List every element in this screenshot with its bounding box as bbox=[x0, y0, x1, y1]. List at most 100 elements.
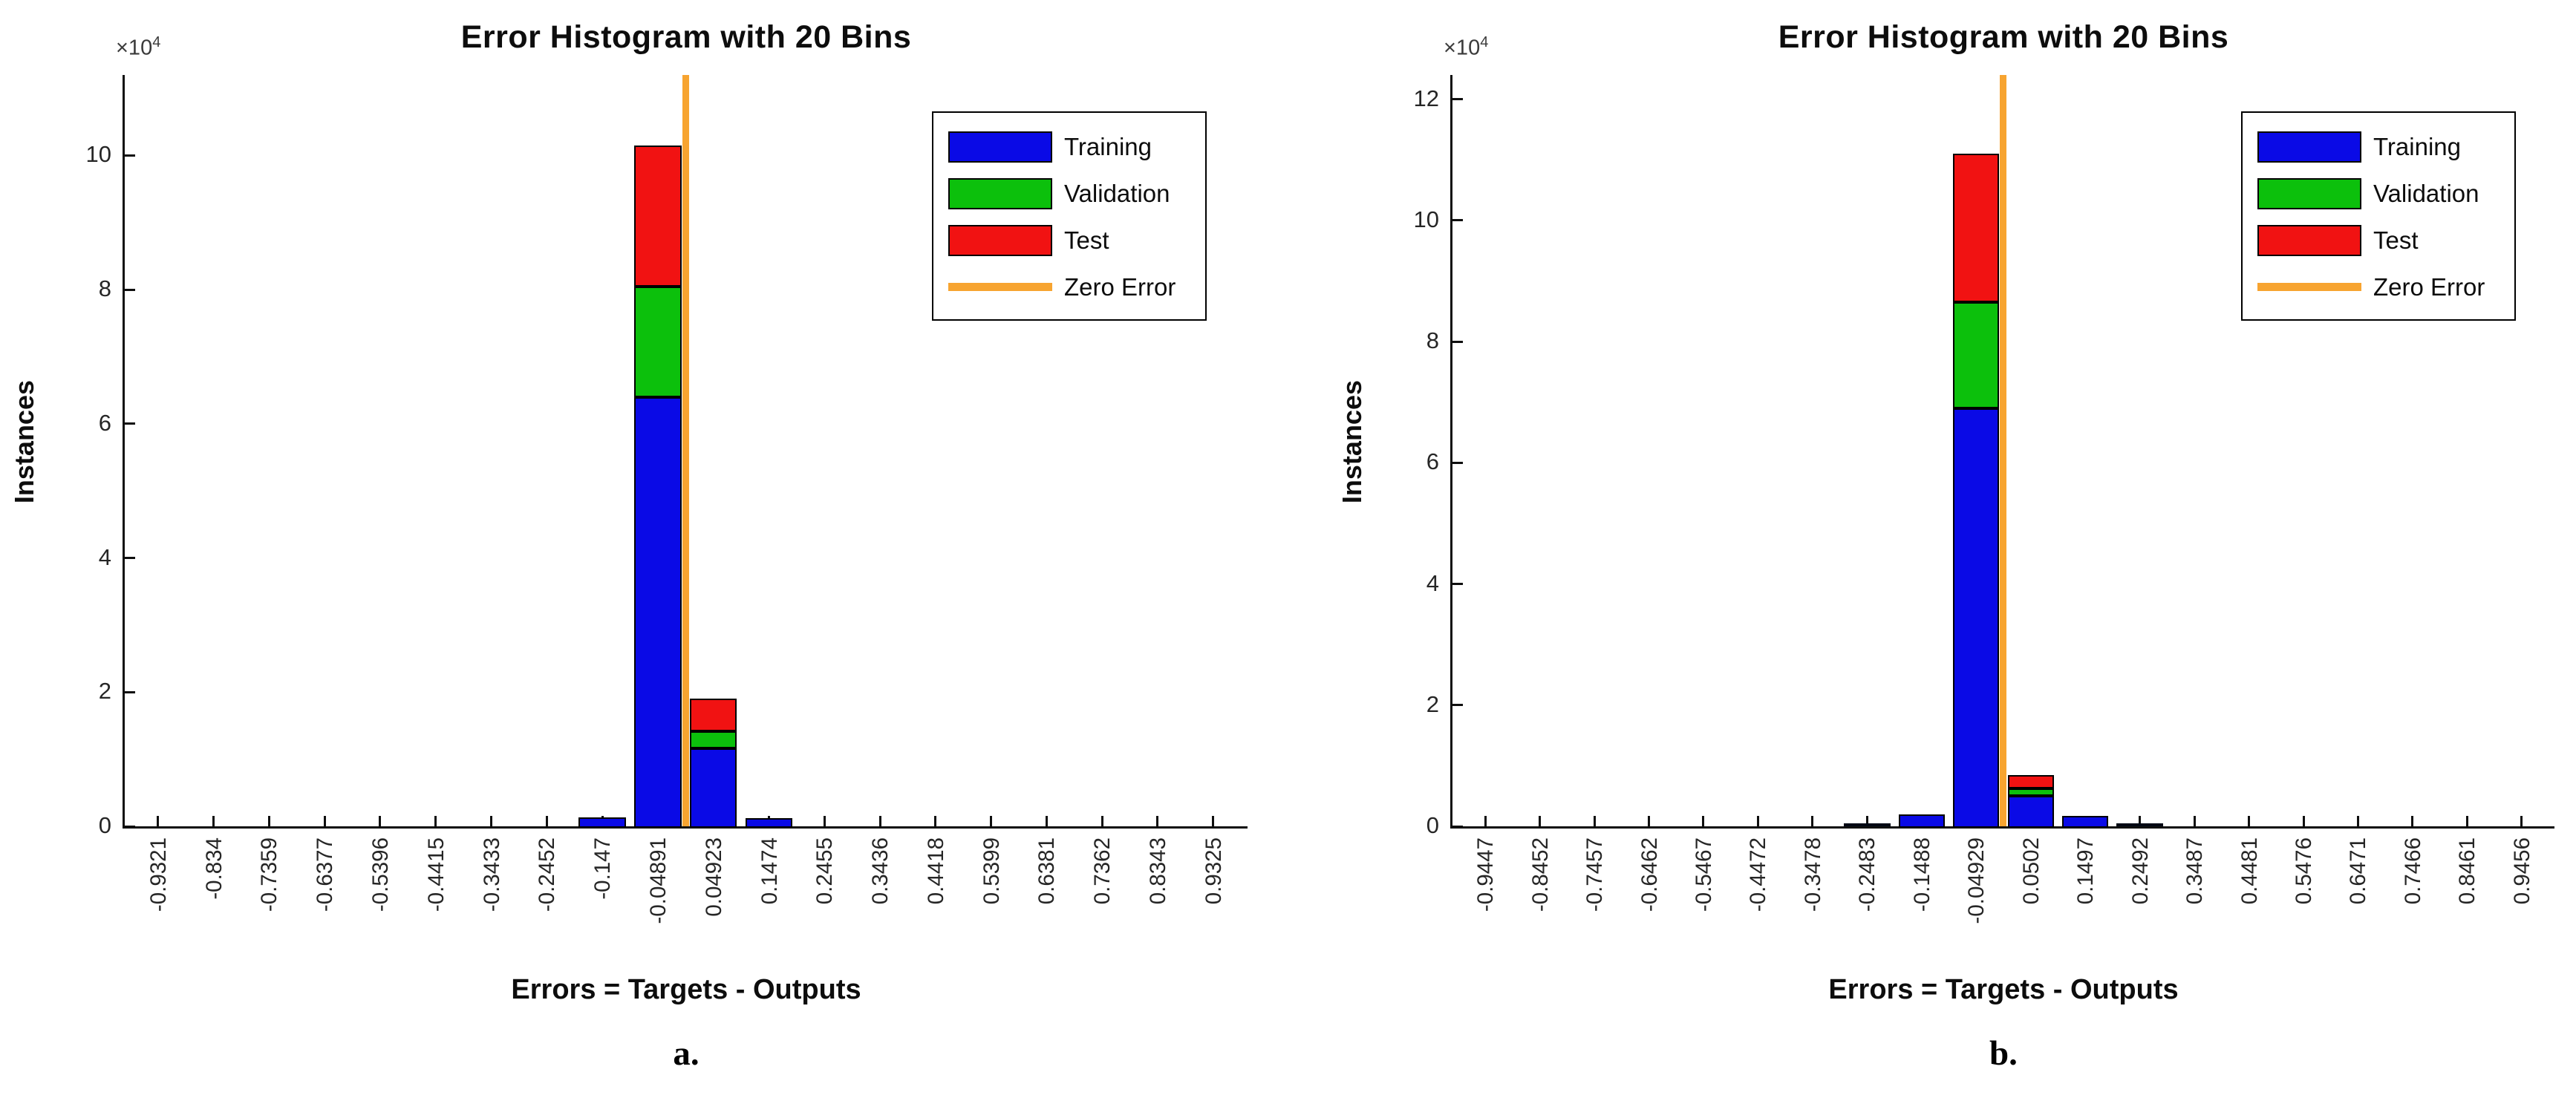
x-tick-label: -0.9321 bbox=[146, 837, 171, 912]
y-tick-label: 10 bbox=[1413, 206, 1439, 232]
x-tick bbox=[490, 816, 493, 826]
x-tick-label: -0.7359 bbox=[257, 837, 282, 912]
y-tick bbox=[1452, 340, 1463, 343]
x-tick-label: 0.3487 bbox=[2182, 837, 2208, 905]
y-tick bbox=[125, 557, 135, 560]
legend-item-test: Test bbox=[2257, 217, 2514, 264]
y-tick bbox=[125, 690, 135, 693]
x-axis-line bbox=[1450, 826, 2554, 829]
x-tick bbox=[1539, 816, 1542, 826]
bar-segment bbox=[2007, 796, 2054, 828]
y-tick bbox=[125, 825, 135, 828]
x-tick bbox=[1100, 816, 1103, 826]
x-tick-label: 0.9325 bbox=[1201, 837, 1226, 905]
x-tick bbox=[990, 816, 993, 826]
zero-error-line-icon bbox=[948, 283, 1052, 291]
x-tick-label: 0.5476 bbox=[2292, 837, 2317, 905]
x-tick bbox=[1865, 816, 1868, 826]
legend-label: Test bbox=[1064, 226, 1109, 254]
test-swatch-icon bbox=[948, 224, 1052, 256]
x-tick bbox=[1045, 816, 1048, 826]
y-tick-label: 8 bbox=[98, 275, 111, 302]
legend: Training Validation Test Zero Error bbox=[932, 111, 1207, 321]
y-axis-line bbox=[1450, 75, 1452, 829]
x-axis-label: Errors = Targets - Outputs bbox=[1828, 974, 2179, 1005]
x-tick bbox=[2248, 816, 2251, 826]
x-tick-label: 0.7362 bbox=[1090, 837, 1115, 905]
validation-swatch-icon bbox=[2257, 177, 2361, 209]
x-tick-label: -0.9447 bbox=[1473, 837, 1499, 912]
x-tick-label: -0.1488 bbox=[1909, 837, 1934, 912]
legend-label: Zero Error bbox=[1064, 272, 1176, 301]
y-axis-label: Instances bbox=[1337, 380, 1367, 504]
x-tick-label: 0.2455 bbox=[812, 837, 838, 905]
x-tick-label: -0.6377 bbox=[313, 837, 338, 912]
bar-segment bbox=[1953, 302, 2000, 408]
chart-title: Error Histogram with 20 Bins bbox=[460, 19, 912, 55]
y-tick-label: 6 bbox=[98, 409, 111, 436]
y-tick-label: 0 bbox=[98, 812, 111, 838]
bar-segment bbox=[1953, 154, 2000, 303]
x-tick bbox=[1702, 816, 1705, 826]
x-tick-label: -0.2452 bbox=[535, 837, 560, 912]
y-tick-label: 4 bbox=[98, 543, 111, 570]
validation-swatch-icon bbox=[948, 177, 1052, 209]
x-tick bbox=[2139, 816, 2142, 826]
x-tick-label: -0.5467 bbox=[1691, 837, 1716, 912]
x-tick-label: 0.9456 bbox=[2509, 837, 2534, 905]
y-axis-line bbox=[123, 75, 125, 829]
x-tick bbox=[2465, 816, 2468, 826]
y-tick-label: 12 bbox=[1413, 85, 1439, 111]
y-tick-label: 2 bbox=[1426, 690, 1439, 717]
bar-segment bbox=[1844, 823, 1891, 826]
legend-item-training: Training bbox=[948, 123, 1205, 170]
x-tick bbox=[267, 816, 270, 826]
x-tick-label: -0.04929 bbox=[1964, 837, 1989, 924]
legend: Training Validation Test Zero Error bbox=[2241, 111, 2516, 321]
legend-item-validation: Validation bbox=[948, 170, 1205, 217]
legend-item-test: Test bbox=[948, 217, 1205, 264]
x-tick-label: 0.8343 bbox=[1145, 837, 1170, 905]
x-tick-label: -0.7457 bbox=[1582, 837, 1608, 912]
bar-segment bbox=[689, 748, 737, 828]
legend-item-training: Training bbox=[2257, 123, 2514, 170]
y-axis-exponent: ×104 bbox=[1444, 34, 1488, 61]
legend-label: Training bbox=[1064, 132, 1152, 160]
legend-label: Test bbox=[2373, 226, 2419, 254]
x-tick-label: 0.7466 bbox=[2400, 837, 2425, 905]
x-tick-label: 0.8461 bbox=[2455, 837, 2480, 905]
exponent-base: ×10 bbox=[116, 36, 153, 60]
bar-segment bbox=[1898, 814, 1945, 828]
x-tick-label: 0.0502 bbox=[2018, 837, 2044, 905]
y-axis-label: Instances bbox=[9, 380, 39, 504]
y-axis-exponent: ×104 bbox=[116, 34, 160, 61]
legend-item-zero-error: Zero Error bbox=[2257, 264, 2514, 310]
y-tick-label: 8 bbox=[1426, 327, 1439, 354]
chart-title: Error Histogram with 20 Bins bbox=[1778, 19, 2229, 55]
x-tick-label: -0.3433 bbox=[479, 837, 504, 912]
x-tick-label: -0.5396 bbox=[368, 837, 393, 912]
x-tick bbox=[212, 816, 215, 826]
y-tick bbox=[125, 288, 135, 291]
x-axis-line bbox=[123, 826, 1248, 829]
legend-label: Zero Error bbox=[2373, 272, 2485, 301]
exponent-base: ×10 bbox=[1444, 36, 1481, 60]
x-tick-label: -0.8452 bbox=[1527, 837, 1553, 912]
bar-segment bbox=[634, 286, 682, 397]
bar-segment bbox=[2061, 816, 2109, 828]
bar-segment bbox=[634, 396, 682, 828]
y-tick bbox=[1452, 704, 1463, 707]
y-tick bbox=[1452, 461, 1463, 464]
bar-segment bbox=[2007, 788, 2054, 797]
x-tick bbox=[434, 816, 437, 826]
x-tick-label: 0.5399 bbox=[979, 837, 1004, 905]
bar-segment bbox=[1953, 408, 2000, 828]
x-tick-label: -0.834 bbox=[201, 837, 226, 900]
x-tick-label: 0.1497 bbox=[2073, 837, 2099, 905]
x-tick bbox=[2356, 816, 2359, 826]
x-tick bbox=[1756, 816, 1759, 826]
training-swatch-icon bbox=[2257, 131, 2361, 163]
x-tick-label: 0.4481 bbox=[2237, 837, 2262, 905]
bar-segment bbox=[745, 818, 793, 828]
x-tick bbox=[1593, 816, 1596, 826]
